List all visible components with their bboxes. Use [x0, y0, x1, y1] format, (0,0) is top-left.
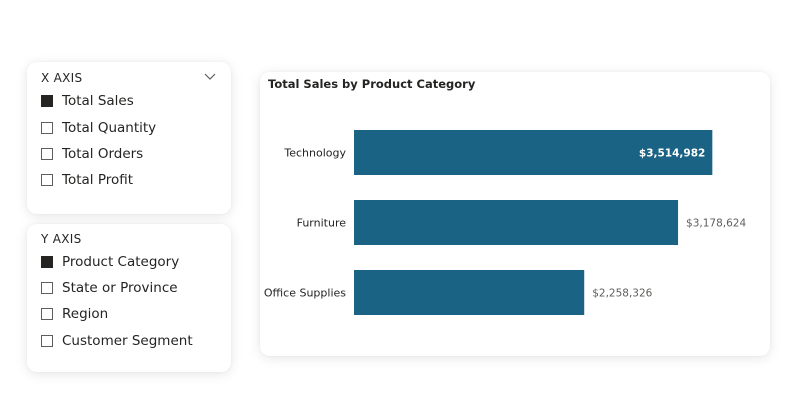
- checkbox[interactable]: [41, 282, 53, 294]
- category-label-technology: Technology: [283, 147, 346, 160]
- checkbox-checked[interactable]: [41, 256, 53, 268]
- bar-chart-visual[interactable]: Total Sales by Product Category Technolo…: [260, 72, 770, 356]
- data-label-office-supplies: $2,258,326: [592, 288, 652, 300]
- option-label: Customer Segment: [62, 333, 193, 349]
- option-label: State or Province: [62, 280, 178, 296]
- data-label-furniture: $3,178,624: [686, 218, 746, 230]
- x-axis-option-total-quantity[interactable]: Total Quantity: [41, 119, 156, 137]
- y-axis-option-customer-segment[interactable]: Customer Segment: [41, 332, 193, 350]
- bar-office-supplies[interactable]: [354, 270, 585, 315]
- chart-title: Total Sales by Product Category: [268, 77, 476, 91]
- option-label: Total Sales: [62, 93, 134, 109]
- data-label-technology: $3,514,982: [639, 148, 705, 160]
- category-label-furniture: Furniture: [297, 217, 347, 230]
- x-axis-option-total-profit[interactable]: Total Profit: [41, 171, 133, 189]
- bar-chart: Technology $3,514,982 Furniture $3,178,624 O…: [264, 130, 746, 315]
- x-axis-slicer-title: X AXIS: [41, 71, 83, 85]
- checkbox[interactable]: [41, 122, 53, 134]
- checkbox-checked[interactable]: [41, 95, 53, 107]
- x-axis-slicer: X AXIS Total Sales Total Quantity Total …: [27, 62, 231, 214]
- bar-furniture[interactable]: [354, 200, 679, 245]
- option-label: Total Profit: [62, 172, 134, 188]
- category-label-office-supplies: Office Supplies: [264, 287, 346, 300]
- x-axis-option-total-sales[interactable]: Total Sales: [41, 92, 134, 110]
- y-axis-slicer-title: Y AXIS: [41, 232, 82, 246]
- checkbox[interactable]: [41, 335, 53, 347]
- option-label: Region: [62, 306, 109, 322]
- y-axis-slicer: Y AXIS Product Category State or Provinc…: [27, 224, 231, 372]
- y-axis-option-product-category[interactable]: Product Category: [41, 253, 179, 271]
- bar-technology[interactable]: [354, 130, 713, 175]
- chevron-down-icon[interactable]: [203, 71, 217, 81]
- checkbox[interactable]: [41, 174, 53, 186]
- x-axis-option-total-orders[interactable]: Total Orders: [41, 145, 143, 163]
- y-axis-option-state-or-province[interactable]: State or Province: [41, 279, 178, 297]
- y-axis-option-region[interactable]: Region: [41, 305, 108, 323]
- checkbox[interactable]: [41, 308, 53, 320]
- option-label: Product Category: [62, 254, 180, 270]
- checkbox[interactable]: [41, 148, 53, 160]
- option-label: Total Quantity: [62, 120, 157, 136]
- option-label: Total Orders: [62, 146, 144, 162]
